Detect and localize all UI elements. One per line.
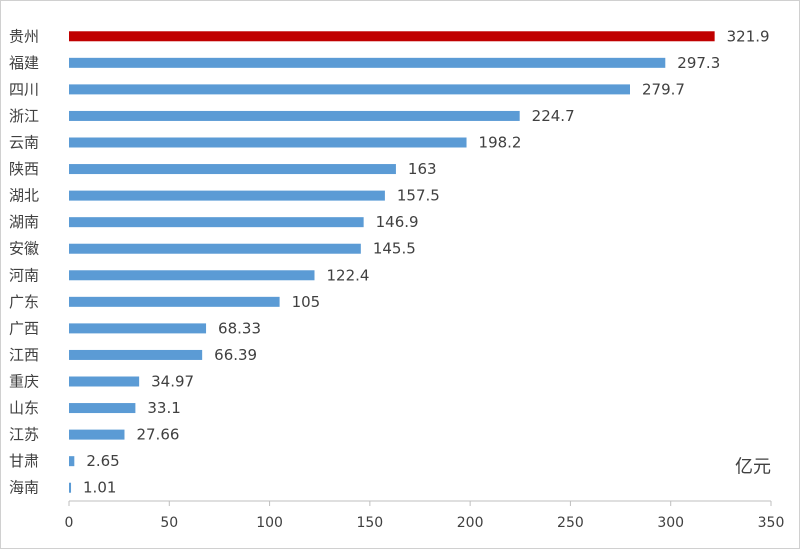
bar — [69, 57, 666, 68]
category-label: 江西 — [9, 346, 39, 364]
category-label: 贵州 — [9, 27, 39, 45]
value-label: 66.39 — [214, 346, 257, 364]
category-label: 重庆 — [9, 373, 39, 391]
value-label: 163 — [408, 160, 437, 178]
value-label: 279.7 — [642, 80, 685, 98]
category-label: 湖南 — [9, 213, 39, 231]
x-tick-label: 100 — [256, 515, 283, 531]
value-label: 105 — [292, 293, 321, 311]
unit-label: 亿元 — [735, 457, 771, 478]
value-label: 198.2 — [479, 134, 522, 152]
bar — [69, 403, 136, 414]
category-label: 山东 — [9, 399, 39, 417]
value-label: 297.3 — [677, 54, 720, 72]
bar — [69, 482, 72, 493]
bar — [69, 110, 520, 121]
category-label: 广东 — [9, 293, 39, 311]
category-label: 浙江 — [9, 107, 39, 125]
category-label: 河南 — [9, 266, 39, 284]
x-tick-label: 0 — [65, 515, 74, 531]
bar — [69, 323, 207, 334]
bar — [69, 270, 315, 281]
value-label: 321.9 — [727, 27, 770, 45]
x-tick-label: 300 — [657, 515, 684, 531]
category-label: 云南 — [9, 134, 39, 152]
bar — [69, 84, 630, 95]
bars-group — [69, 31, 715, 493]
value-label: 122.4 — [326, 266, 369, 284]
x-tick-label: 200 — [457, 515, 484, 531]
value-label: 146.9 — [376, 213, 419, 231]
category-label: 福建 — [9, 54, 39, 72]
category-label: 四川 — [9, 80, 39, 98]
value-label: 224.7 — [532, 107, 575, 125]
x-tick-label: 250 — [557, 515, 584, 531]
value-label: 33.1 — [147, 399, 180, 417]
bar — [69, 429, 125, 440]
bar — [69, 296, 280, 307]
bar — [69, 31, 715, 42]
value-label: 27.66 — [136, 426, 179, 444]
bar — [69, 137, 467, 148]
category-label: 江苏 — [9, 426, 39, 444]
value-label: 1.01 — [83, 479, 116, 497]
bar — [69, 217, 364, 228]
value-label: 145.5 — [373, 240, 416, 258]
value-label: 68.33 — [218, 319, 261, 337]
bar — [69, 190, 385, 201]
category-label: 湖北 — [9, 187, 39, 205]
category-label: 广西 — [9, 319, 39, 337]
value-label: 34.97 — [151, 373, 194, 391]
bar — [69, 243, 361, 254]
x-ticks-group: 0 50 100 150 200 250 300 350 — [65, 501, 785, 531]
x-tick-label: 50 — [160, 515, 178, 531]
category-label: 陕西 — [9, 160, 39, 178]
bar — [69, 456, 75, 467]
category-label: 海南 — [9, 479, 39, 497]
value-label: 2.65 — [86, 452, 119, 470]
category-label: 甘肃 — [9, 452, 39, 470]
bar — [69, 349, 203, 360]
category-label: 安徽 — [9, 240, 39, 258]
value-labels-group: 321.9 297.3 279.7 224.7 198.2 163 157.5 146.9 14… — [83, 27, 770, 496]
x-tick-label: 350 — [758, 515, 785, 531]
value-label: 157.5 — [397, 187, 440, 205]
bar — [69, 376, 140, 387]
x-tick-label: 150 — [356, 515, 383, 531]
bar — [69, 164, 396, 175]
